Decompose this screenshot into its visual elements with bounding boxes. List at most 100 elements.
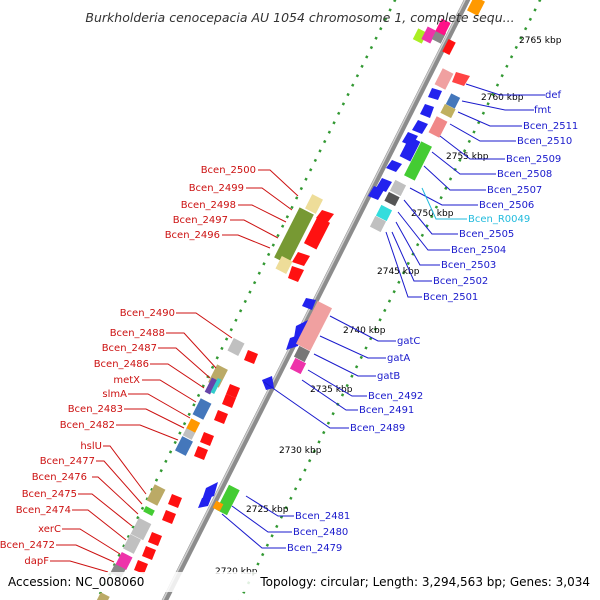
gene-arrow bbox=[214, 410, 228, 424]
gene-arrow bbox=[368, 186, 384, 200]
gene-label-bcen-2482[interactable]: Bcen_2482 bbox=[60, 420, 115, 431]
gene-label-bcen-2487[interactable]: Bcen_2487 bbox=[102, 343, 157, 354]
gene-arrow bbox=[288, 266, 304, 282]
gene-arrow bbox=[202, 482, 218, 500]
gene-arrow bbox=[194, 446, 208, 460]
gene-label-bcen-2507[interactable]: Bcen_2507 bbox=[487, 185, 542, 196]
gene-feature bbox=[274, 207, 314, 265]
kbp-mark: 2725 kbp bbox=[246, 505, 289, 515]
gene-feature bbox=[421, 26, 437, 44]
gene-label-bcen-2489[interactable]: Bcen_2489 bbox=[350, 423, 405, 434]
gene-feature bbox=[227, 338, 245, 356]
gene-feature bbox=[212, 500, 224, 512]
accession-info: Accession: NC_008060 bbox=[8, 575, 144, 589]
gene-arrow bbox=[168, 494, 182, 508]
gene-label-slma[interactable]: slmA bbox=[102, 389, 127, 400]
gene-label-bcen-2480[interactable]: Bcen_2480 bbox=[293, 527, 348, 538]
gene-label-xerc[interactable]: xerC bbox=[38, 524, 61, 535]
gene-label-bcen-2481[interactable]: Bcen_2481 bbox=[295, 511, 350, 522]
gene-label-gata[interactable]: gatA bbox=[387, 353, 410, 364]
gene-feature bbox=[434, 68, 454, 90]
gene-label-bcen-2500[interactable]: Bcen_2500 bbox=[201, 165, 256, 176]
gene-label-bcen-2505[interactable]: Bcen_2505 bbox=[459, 229, 514, 240]
kbp-mark: 2730 kbp bbox=[279, 446, 322, 456]
gene-label-def[interactable]: def bbox=[545, 90, 562, 101]
kbp-mark: 2760 kbp bbox=[481, 93, 524, 103]
gene-feature bbox=[404, 141, 432, 181]
gene-arrow bbox=[134, 560, 148, 574]
gene-arrow bbox=[302, 298, 316, 310]
gene-arrow bbox=[420, 104, 434, 118]
gene-feature bbox=[289, 357, 307, 375]
gene-label-bcen-2511[interactable]: Bcen_2511 bbox=[523, 121, 578, 132]
forward-labels: def fmt Bcen_2511 Bcen_2510 Bcen_2509 Bc… bbox=[287, 90, 578, 554]
gene-label-bcen-2488[interactable]: Bcen_2488 bbox=[110, 328, 165, 339]
gene-label-bcen-2509[interactable]: Bcen_2509 bbox=[506, 154, 561, 165]
gene-label-bcen-2496[interactable]: Bcen_2496 bbox=[165, 230, 220, 241]
gene-label-bcen-2504[interactable]: Bcen_2504 bbox=[451, 245, 506, 256]
reverse-labels: Bcen_2500 Bcen_2499 Bcen_2498 Bcen_2497 … bbox=[0, 165, 256, 567]
gene-feature bbox=[305, 194, 323, 214]
gene-feature bbox=[399, 136, 421, 162]
gene-arrow bbox=[412, 120, 428, 134]
gene-label-bcen-2479[interactable]: Bcen_2479 bbox=[287, 543, 342, 554]
gene-label-bcen-2502[interactable]: Bcen_2502 bbox=[433, 276, 488, 287]
gene-arrow bbox=[198, 496, 212, 508]
gene-label-bcen-2490[interactable]: Bcen_2490 bbox=[120, 308, 175, 319]
gene-arrow bbox=[428, 88, 442, 100]
kbp-mark: 2735 kbp bbox=[310, 385, 353, 395]
gene-feature bbox=[435, 18, 451, 36]
gene-arrow bbox=[162, 510, 176, 524]
footer-background bbox=[0, 572, 600, 592]
gene-feature bbox=[123, 534, 141, 554]
kbp-mark: 2745 kbp bbox=[377, 267, 420, 277]
gene-label-bcen-2506[interactable]: Bcen_2506 bbox=[479, 200, 534, 211]
gene-label-bcen-2486[interactable]: Bcen_2486 bbox=[94, 359, 149, 370]
gene-label-bcen-2474[interactable]: Bcen_2474 bbox=[16, 505, 71, 516]
gene-feature bbox=[115, 552, 133, 570]
gene-feature bbox=[303, 216, 331, 250]
gene-label-bcen-2483[interactable]: Bcen_2483 bbox=[68, 404, 123, 415]
gene-label-bcen-r0049[interactable]: Bcen_R0049 bbox=[468, 214, 530, 225]
gene-arrow bbox=[292, 252, 310, 266]
gene-arrow bbox=[244, 350, 258, 364]
gene-feature bbox=[275, 256, 293, 274]
gene-feature bbox=[293, 345, 311, 363]
gene-label-bcen-2475[interactable]: Bcen_2475 bbox=[22, 489, 77, 500]
gene-label-dapf[interactable]: dapF bbox=[24, 556, 49, 567]
gene-label-gatc[interactable]: gatC bbox=[397, 336, 420, 347]
gene-label-bcen-2510[interactable]: Bcen_2510 bbox=[517, 136, 572, 147]
gene-feature bbox=[428, 116, 448, 138]
gene-label-bcen-2498[interactable]: Bcen_2498 bbox=[181, 200, 236, 211]
gene-label-bcen-2491[interactable]: Bcen_2491 bbox=[359, 405, 414, 416]
gene-feature bbox=[96, 592, 110, 600]
kbp-ruler: 2765 kbp 2760 kbp 2755 kbp 2750 kbp 2745… bbox=[215, 36, 562, 577]
gene-label-bcen-2476[interactable]: Bcen_2476 bbox=[32, 472, 87, 483]
gene-feature bbox=[192, 398, 212, 420]
gene-label-bcen-2472[interactable]: Bcen_2472 bbox=[0, 540, 55, 551]
gene-feature bbox=[204, 377, 218, 395]
gene-arrow bbox=[286, 334, 302, 350]
gene-feature bbox=[467, 0, 485, 16]
gene-label-bcen-2503[interactable]: Bcen_2503 bbox=[441, 260, 496, 271]
gene-label-fmt[interactable]: fmt bbox=[534, 105, 551, 116]
gene-label-bcen-2508[interactable]: Bcen_2508 bbox=[497, 169, 552, 180]
gene-feature bbox=[130, 517, 152, 541]
kbp-mark: 2740 kbp bbox=[343, 326, 386, 336]
gene-label-bcen-2499[interactable]: Bcen_2499 bbox=[189, 183, 244, 194]
gene-label-metx[interactable]: metX bbox=[113, 375, 140, 386]
gene-arrow bbox=[386, 160, 402, 172]
forward-strand-features bbox=[198, 0, 485, 516]
gene-label-bcen-2492[interactable]: Bcen_2492 bbox=[368, 391, 423, 402]
gene-arrow bbox=[452, 72, 470, 86]
gene-label-bcen-2497[interactable]: Bcen_2497 bbox=[173, 215, 228, 226]
gene-feature bbox=[216, 484, 240, 516]
gene-label-bcen-2501[interactable]: Bcen_2501 bbox=[423, 292, 478, 303]
gene-label-hslu[interactable]: hslU bbox=[80, 441, 102, 452]
gene-feature bbox=[442, 38, 456, 56]
gene-label-gatb[interactable]: gatB bbox=[377, 371, 400, 382]
gene-label-bcen-2477[interactable]: Bcen_2477 bbox=[40, 456, 95, 467]
forward-leaders bbox=[221, 83, 545, 549]
reverse-strand-features bbox=[96, 18, 451, 600]
gene-feature bbox=[295, 300, 333, 352]
